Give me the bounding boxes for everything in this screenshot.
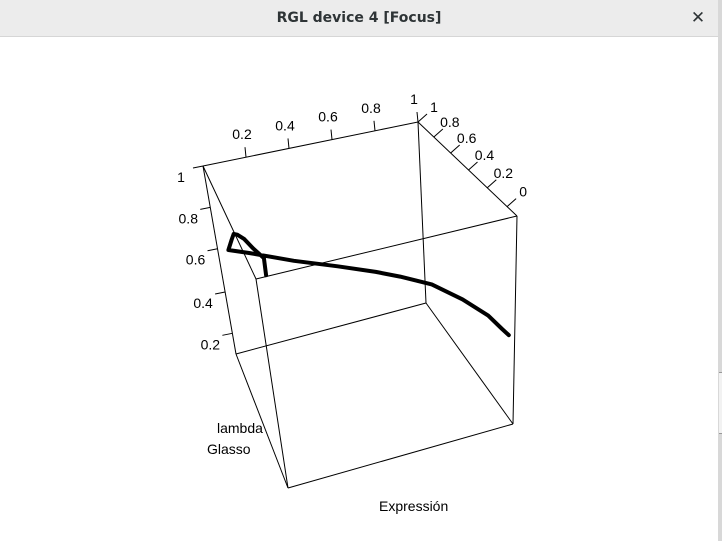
tick-mark: [450, 144, 461, 154]
left-axis-tick-label: 0.4: [193, 295, 213, 311]
window-titlebar: RGL device 4 [Focus] ✕: [0, 0, 718, 37]
right-axis-tick-label: 0.4: [475, 147, 495, 163]
tick-mark: [192, 165, 204, 169]
tick-mark: [287, 138, 290, 149]
tick-mark: [416, 111, 419, 123]
top-axis-tick-label: 0.4: [275, 117, 295, 133]
box-edge: [512, 215, 518, 425]
box-edge: [255, 215, 518, 280]
right-axis-tick-label: 1: [430, 99, 438, 115]
left-axis-tick-label: 1: [177, 169, 185, 185]
plot-area[interactable]: 0.2 0.4 0.6 0.8 1 1 0.8 0.6 0.4 0.2 1 0.8 0.6 0.4 0.2 0…: [0, 37, 718, 541]
box-edge: [202, 165, 257, 280]
tick-mark: [222, 332, 233, 336]
tick-mark: [200, 206, 211, 210]
chart-3d-plot[interactable]: 0.20.40.60.8110.80.60.40.210.80.60.40.20…: [0, 37, 718, 541]
bounding-box: [202, 121, 518, 489]
top-axis-tick-label: 1: [410, 91, 418, 107]
box-edge: [202, 121, 419, 167]
tick-mark: [468, 161, 478, 171]
window-edge: [718, 0, 722, 541]
left-axis-tick-label: 0.2: [201, 336, 221, 352]
background-window-edge: [719, 372, 722, 434]
tick-mark: [207, 248, 218, 252]
window-title: RGL device 4 [Focus]: [276, 10, 442, 26]
tick-mark: [417, 113, 428, 123]
box-edge: [287, 423, 514, 489]
left-axis-tick-label: 0.6: [186, 252, 206, 268]
top-axis-tick-label: 0.2: [232, 126, 252, 142]
annotation-lambda: lambda: [217, 420, 263, 436]
top-axis-tick-label: 0.8: [361, 100, 381, 116]
box-edge: [255, 278, 289, 489]
series-line: [226, 231, 511, 338]
tick-mark: [373, 120, 376, 131]
box-edge: [202, 165, 237, 355]
box-edge: [425, 302, 514, 425]
right-axis-tick-label: 0: [519, 184, 527, 200]
left-axis-tick-label: 0.8: [179, 210, 199, 226]
box-edge: [417, 121, 427, 304]
tick-mark: [244, 147, 247, 158]
top-axis-tick-label: 0.6: [318, 109, 338, 125]
annotation-glasso: Glasso: [207, 441, 251, 457]
right-axis-tick-label: 0.2: [494, 165, 514, 181]
tick-mark: [486, 179, 497, 189]
tick-mark: [215, 291, 226, 295]
tick-mark: [433, 128, 444, 138]
right-axis-tick-label: 0.8: [440, 114, 460, 130]
axis-ticks: [192, 111, 517, 336]
x-axis-label: Expressión: [379, 498, 448, 514]
close-icon[interactable]: ✕: [690, 8, 706, 28]
box-edge: [235, 302, 427, 355]
box-edge: [417, 121, 518, 217]
tick-mark: [330, 129, 333, 140]
right-axis-tick-label: 0.6: [457, 130, 477, 146]
box-edge: [235, 353, 289, 489]
tick-mark: [506, 198, 517, 207]
